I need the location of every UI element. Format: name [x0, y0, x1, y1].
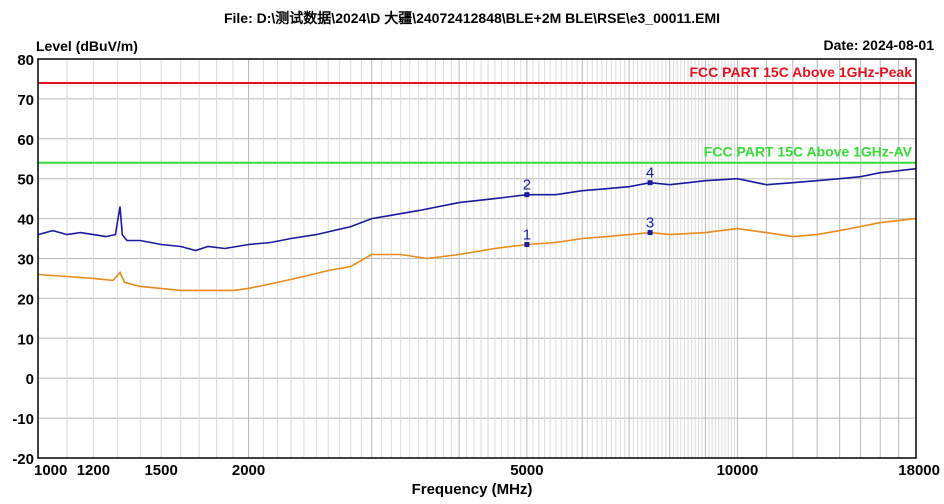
limit-lines: FCC PART 15C Above 1GHz-Peak FCC PART 15C… — [38, 64, 916, 164]
marker-2-point — [524, 192, 530, 198]
y-tick-labels: 80 70 60 50 40 30 20 10 0 -10 -20 — [12, 52, 34, 468]
y-tick-label: 60 — [17, 132, 34, 149]
x-tick-label: 10000 — [717, 462, 759, 479]
x-tick-label: 1000 — [34, 462, 67, 479]
x-tick-label: 18000 — [898, 462, 940, 479]
y-tick-label: 50 — [17, 172, 34, 189]
y-tick-label: 30 — [17, 252, 34, 269]
file-title: File: D:\测试数据\2024\D 大疆\24072412848\BLE+… — [223, 10, 721, 26]
y-tick-label: -20 — [12, 451, 34, 468]
y-tick-label: 70 — [17, 92, 34, 109]
y-tick-label: 0 — [26, 371, 34, 388]
y-tick-label: 80 — [17, 52, 34, 69]
limit-label-1: FCC PART 15C Above 1GHz-Peak — [690, 64, 913, 80]
marker-2-label: 2 — [523, 177, 531, 194]
limit-label-2: FCC PART 15C Above 1GHz-AV — [704, 144, 913, 160]
marker-1-label: 1 — [523, 227, 531, 244]
marker-1-point — [524, 242, 530, 248]
x-axis-label: Frequency (MHz) — [411, 481, 533, 498]
x-tick-labels: 1000 1200 1500 2000 5000 10000 18000 — [34, 462, 940, 479]
x-tick-label: 5000 — [510, 462, 543, 479]
marker-3-point — [647, 230, 653, 236]
date-label: Date: 2024-08-01 — [823, 37, 934, 53]
x-tick-label: 1500 — [144, 462, 177, 479]
marker-4-label: 4 — [646, 165, 654, 182]
plot-frame — [37, 58, 917, 459]
series-lines — [37, 167, 917, 292]
y-tick-label: 40 — [17, 212, 34, 229]
marker-4-point — [647, 180, 653, 186]
series-2-line — [37, 217, 917, 292]
y-tick-label: 10 — [17, 331, 34, 348]
x-tick-label: 1200 — [77, 462, 110, 479]
y-axis-label: Level (dBuV/m) — [36, 38, 138, 54]
markers: 1 2 3 4 — [523, 165, 654, 248]
grid-lines — [37, 58, 917, 459]
x-tick-label: 2000 — [232, 462, 265, 479]
marker-3-label: 3 — [646, 215, 654, 232]
series-1-line — [37, 167, 917, 252]
y-tick-label: -10 — [12, 411, 34, 428]
y-tick-label: 20 — [17, 291, 34, 308]
